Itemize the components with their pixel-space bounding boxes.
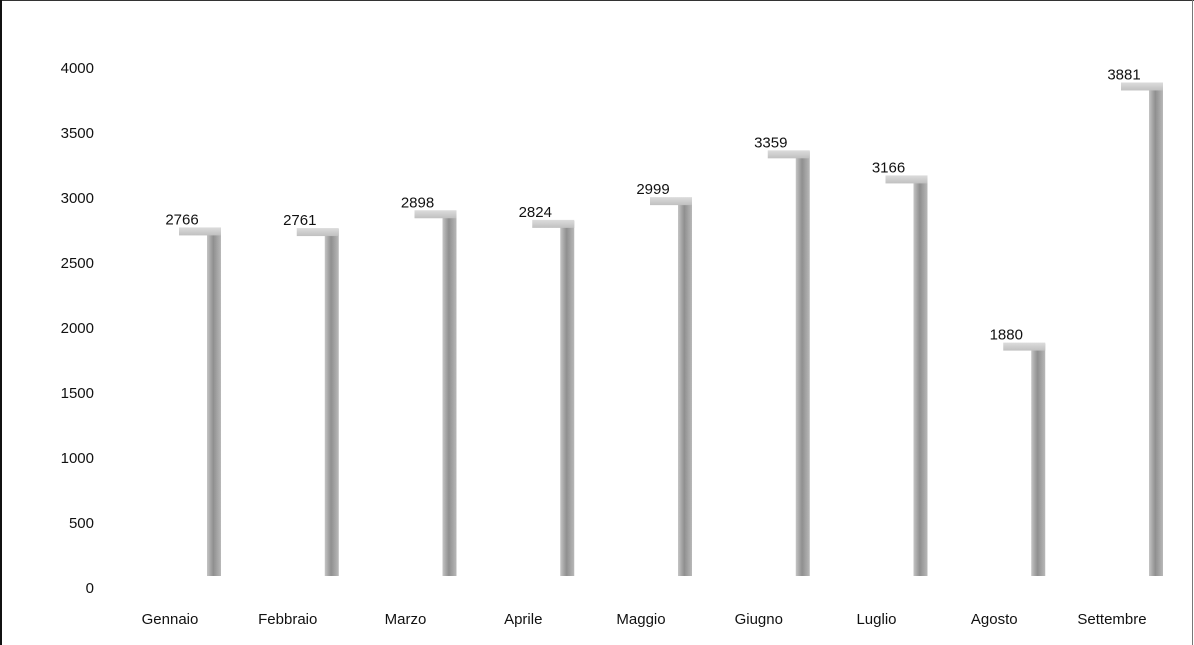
bar [913, 176, 928, 577]
bar-value-label: 2766 [165, 211, 198, 228]
bar-value-label: 2999 [636, 181, 669, 198]
bar [324, 229, 339, 576]
y-tick-label: 1000 [61, 450, 94, 467]
y-tick-label: 3000 [61, 190, 94, 207]
bar [1031, 343, 1046, 576]
bar-cap [532, 219, 575, 228]
bar-cap [885, 175, 928, 184]
y-tick-label: 4000 [61, 60, 94, 77]
y-tick-label: 0 [86, 580, 94, 597]
x-tick-label: Marzo [385, 611, 427, 628]
bars-group [179, 82, 1163, 577]
bar [1149, 83, 1163, 576]
bar-cap [1121, 82, 1163, 91]
bar-cap [650, 197, 692, 206]
bar-cap [1003, 342, 1046, 351]
y-axis: 0 500 1000 1500 2000 2500 3000 3500 4000 [61, 60, 94, 597]
bar-cap [767, 150, 810, 159]
bar [795, 151, 810, 576]
x-tick-label: Settembre [1077, 611, 1146, 628]
x-tick-label: Luglio [856, 611, 896, 628]
x-tick-label: Maggio [616, 611, 665, 628]
y-tick-label: 500 [69, 515, 94, 532]
frame-left-border [0, 0, 2, 645]
y-tick-label: 3500 [61, 125, 94, 142]
bar-value-label: 2824 [519, 204, 552, 221]
y-tick-label: 2500 [61, 255, 94, 272]
x-tick-label: Agosto [971, 611, 1018, 628]
bar-value-label: 1880 [990, 327, 1023, 344]
bar-cap [179, 227, 221, 236]
x-tick-label: Aprile [504, 611, 542, 628]
bar-value-label: 2761 [283, 212, 316, 229]
bar-value-label: 3881 [1107, 66, 1140, 83]
x-tick-label: Giugno [735, 611, 783, 628]
bar-cap [414, 210, 457, 219]
bar [442, 211, 457, 576]
bar [207, 228, 221, 577]
bar [560, 220, 575, 576]
bar [678, 198, 692, 576]
y-tick-label: 1500 [61, 385, 94, 402]
x-tick-label: Gennaio [142, 611, 199, 628]
y-tick-label: 2000 [61, 320, 94, 337]
bar-value-label: 3359 [754, 134, 787, 151]
bar-value-label: 2898 [401, 194, 434, 211]
x-tick-label: Febbraio [258, 611, 317, 628]
data-labels-group: 2766 2761 2898 2824 2999 3359 3166 1880 3881 [165, 66, 1140, 343]
frame-top-border [0, 0, 1194, 1]
bar-cap [296, 228, 339, 237]
x-axis: Gennaio Febbraio Marzo Aprile Maggio Giugno Lu… [142, 611, 1147, 628]
frame-right-border [1192, 0, 1193, 645]
bar-value-label: 3166 [872, 159, 905, 176]
